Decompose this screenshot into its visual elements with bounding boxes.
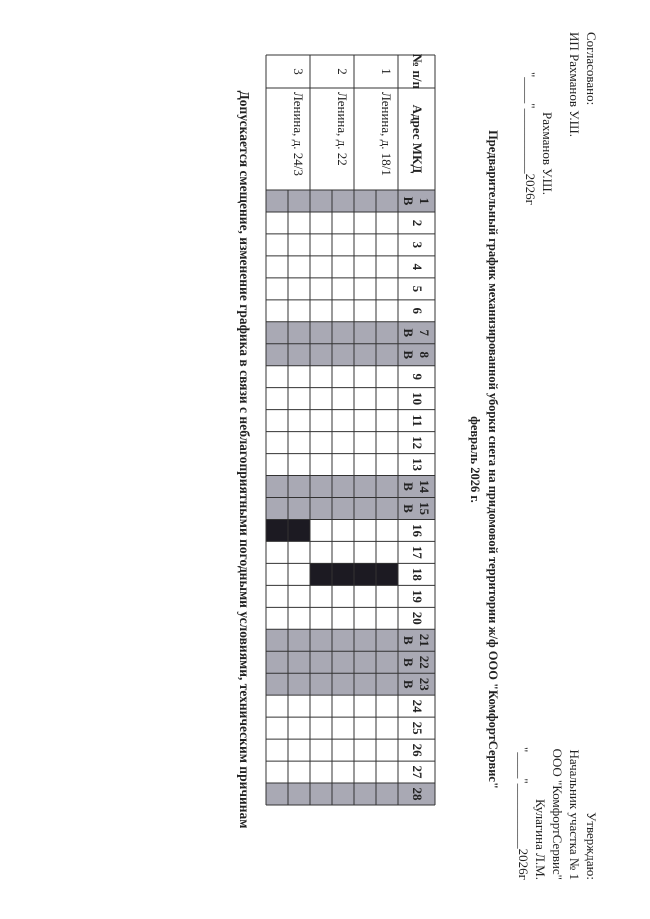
day-number: 19 <box>410 590 425 604</box>
day-number: 27 <box>410 766 425 780</box>
weekend-mark: В <box>401 680 416 689</box>
day-number: 20 <box>410 612 425 625</box>
weekend-column <box>266 651 435 674</box>
day-number: 7 <box>417 330 432 337</box>
day-number: 11 <box>410 414 425 426</box>
weekend-mark: В <box>401 350 416 359</box>
row-number: 2 <box>335 68 350 75</box>
day-number: 10 <box>410 392 425 405</box>
day-number: 16 <box>410 524 425 538</box>
day-number: 6 <box>410 308 425 315</box>
day-number: 28 <box>410 788 425 802</box>
weekend-column <box>266 321 435 344</box>
day-number: 14 <box>417 480 432 494</box>
weekend-column <box>266 343 435 366</box>
day-number: 26 <box>410 744 425 758</box>
weekend-column <box>266 190 435 212</box>
day-number: 8 <box>417 351 432 358</box>
weekend-mark: В <box>401 504 416 513</box>
day-number: 25 <box>410 722 425 736</box>
day-number: 15 <box>417 502 432 516</box>
day-number: 21 <box>417 634 432 647</box>
row-address: Ленина, д. 24/3 <box>291 92 306 176</box>
day-number: 18 <box>410 568 425 582</box>
day-number: 1 <box>417 198 432 205</box>
day-number: 13 <box>410 458 425 472</box>
day-number: 24 <box>410 700 425 714</box>
weekend-column <box>266 673 435 696</box>
day-number: 23 <box>417 678 432 692</box>
weekend-column <box>266 783 435 805</box>
header-number: № п/п <box>410 54 425 89</box>
row-address: Ленина, д. 22 <box>335 92 350 166</box>
weekend-mark: В <box>401 197 416 206</box>
weekend-mark: В <box>401 328 416 337</box>
weekend-column <box>266 497 435 520</box>
weekend-column <box>266 629 435 652</box>
weekend-mark: В <box>401 658 416 667</box>
weekend-mark: В <box>401 636 416 645</box>
day-number: 12 <box>410 436 425 449</box>
weekend-mark: В <box>401 482 416 491</box>
day-number: 3 <box>410 242 425 249</box>
day-number: 4 <box>410 264 425 271</box>
weekend-column <box>266 475 435 498</box>
row-address: Ленина, д. 18/1 <box>379 92 394 176</box>
day-number: 22 <box>417 656 432 669</box>
row-number: 3 <box>291 68 306 75</box>
footer: Допускается смещение, изменение графика … <box>237 90 252 829</box>
row-number: 1 <box>379 68 394 75</box>
header-address: Адрес МКД <box>410 105 425 174</box>
day-number: 5 <box>410 286 425 293</box>
day-number: 17 <box>410 546 425 560</box>
day-number: 9 <box>410 373 425 380</box>
day-number: 2 <box>410 220 425 227</box>
